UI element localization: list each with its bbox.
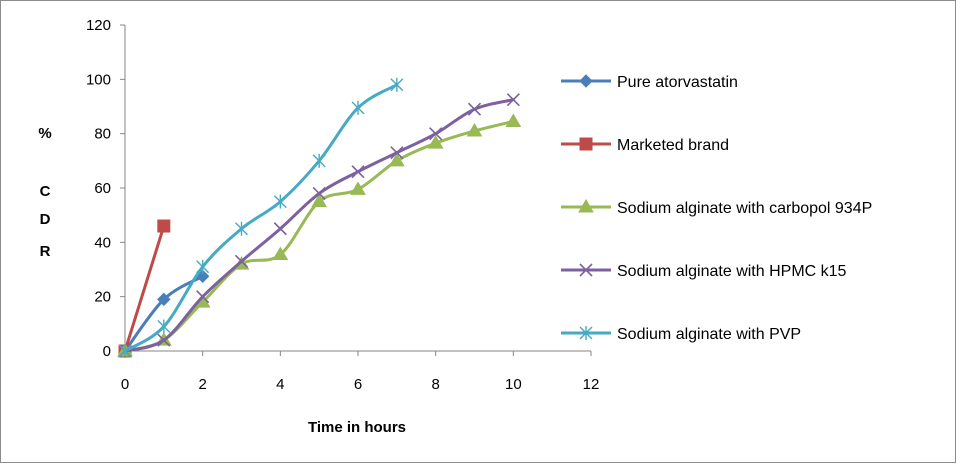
- legend-item: Pure atorvastatin: [561, 74, 738, 91]
- data-point: [273, 194, 287, 209]
- y-tick-label: 0: [103, 343, 111, 360]
- legend-label: Sodium alginate with carbopol 934P: [617, 200, 872, 217]
- data-point: [427, 135, 444, 149]
- y-tick-label: 60: [94, 180, 111, 197]
- marker-stroke: [390, 146, 404, 160]
- marker-stroke: [506, 93, 520, 107]
- y-tick-label: 100: [86, 71, 111, 88]
- data-point: [312, 153, 326, 168]
- marker-stroke: [273, 222, 287, 236]
- data-point: [351, 165, 365, 179]
- y-axis-title-line-1: %: [38, 125, 51, 142]
- data-point: [157, 333, 171, 347]
- data-point: [234, 254, 249, 268]
- marker-stroke: [351, 165, 365, 179]
- legend-label: Sodium alginate with HPMC k15: [617, 263, 847, 280]
- y-tick-label: 20: [94, 289, 111, 306]
- data-point: [505, 113, 522, 127]
- data-point: [350, 181, 366, 195]
- data-point: [429, 127, 443, 141]
- data-point: [390, 77, 404, 92]
- x-tick-label: 10: [505, 376, 522, 393]
- data-point: [196, 259, 210, 274]
- data-point: [235, 221, 248, 236]
- legend-label: Sodium alginate with PVP: [617, 326, 801, 343]
- legend-label: Marketed brand: [617, 137, 729, 154]
- series-layer: [117, 77, 522, 358]
- data-point: [506, 93, 520, 107]
- marker-stroke: [467, 102, 482, 116]
- legend-item: Sodium alginate with carbopol 934P: [561, 199, 872, 217]
- series-line: [123, 224, 166, 353]
- legend-swatch-marker: [579, 137, 593, 151]
- data-point: [157, 219, 171, 233]
- data-point: [351, 100, 365, 115]
- y-tick-label: 40: [94, 234, 111, 251]
- y-axis-title-line-4: R: [40, 243, 51, 260]
- legend-layer: Pure atorvastatin Marketed brand Sodium al…: [561, 74, 872, 343]
- marker-stroke: [234, 254, 249, 268]
- marker-stroke: [157, 333, 171, 347]
- data-point: [157, 319, 171, 334]
- legend-swatch-marker: [579, 74, 593, 88]
- data-point: [388, 152, 405, 167]
- data-point: [273, 222, 287, 236]
- legend-item: Sodium alginate with PVP: [561, 326, 801, 343]
- marker-stroke: [312, 186, 326, 200]
- data-point: [467, 102, 482, 116]
- series-sodium-alginate-with-pvp: [118, 77, 404, 358]
- legend-item: Sodium alginate with HPMC k15: [561, 263, 847, 280]
- marker-stroke: [429, 127, 443, 141]
- data-point: [118, 344, 132, 358]
- x-tick-label: 2: [198, 376, 206, 393]
- y-axis-title-line-2: C: [40, 183, 51, 200]
- marker-stroke: [579, 263, 593, 277]
- data-point: [157, 292, 171, 307]
- x-tick-label: 8: [431, 376, 439, 393]
- data-point: [466, 122, 483, 137]
- axes-layer: 0 20 40 60 80 100 120 0 2 4 6 8 10 12: [86, 17, 599, 393]
- series-line: [123, 83, 399, 353]
- legend-item: Marketed brand: [561, 137, 729, 154]
- series-sodium-alginate-with-hpmc-k15: [118, 93, 520, 358]
- data-point: [272, 246, 289, 261]
- legend-swatch-marker: [578, 199, 594, 213]
- data-point: [390, 146, 404, 160]
- y-tick-label: 80: [94, 126, 111, 143]
- data-point: [312, 186, 326, 200]
- legend-label: Pure atorvastatin: [617, 74, 738, 91]
- x-tick-label: 4: [276, 376, 284, 393]
- x-tick-label: 12: [583, 376, 600, 393]
- data-point: [311, 193, 328, 208]
- y-axis-title-line-3: D: [40, 211, 51, 228]
- data-point: [196, 290, 210, 304]
- x-axis-title: Time in hours: [308, 419, 406, 436]
- marker-stroke: [196, 290, 210, 304]
- x-tick-label: 0: [121, 376, 129, 393]
- y-tick-label: 120: [86, 17, 111, 34]
- series-sodium-alginate-with-carbopol-934p: [117, 113, 522, 357]
- legend-swatch-marker: [579, 326, 593, 340]
- x-tick-label: 6: [354, 376, 362, 393]
- legend-swatch-marker: [579, 263, 593, 277]
